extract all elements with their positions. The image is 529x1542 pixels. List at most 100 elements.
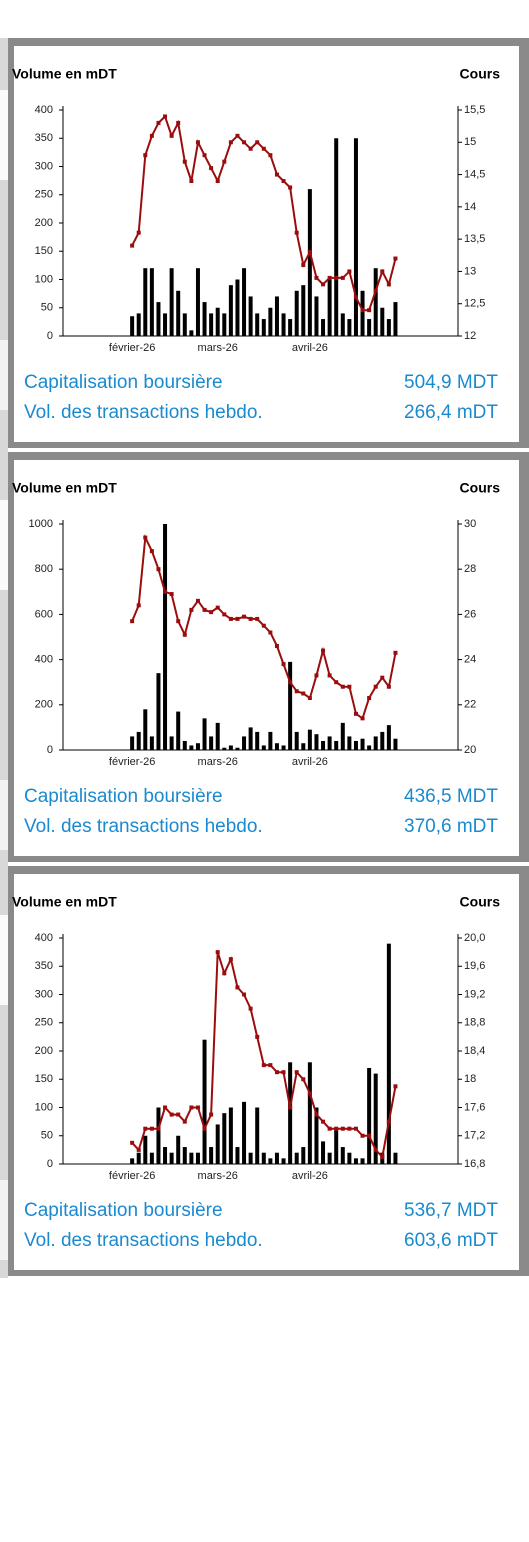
volume-bar [386,319,391,336]
volume-bar [169,1152,174,1164]
info-value: 266,4 mDT [404,402,498,423]
price-marker [281,1070,286,1075]
y2-tick-label: 20,0 [464,932,485,944]
volume-bar [294,1152,299,1164]
y2-axis-title: Cours [460,66,501,82]
volume-bar [334,138,339,336]
volume-bar [156,1107,161,1164]
volume-bar [274,296,279,336]
volume-bar [367,745,372,750]
price-marker [334,680,339,685]
price-marker [294,689,299,694]
price-marker [136,230,141,235]
y2-tick-label: 24 [464,654,476,666]
price-marker [163,1105,168,1110]
y-tick-label: 0 [47,744,53,756]
price-marker [321,1119,326,1124]
price-marker [367,1133,372,1138]
price-marker [301,1077,306,1082]
price-marker [353,1126,358,1131]
price-marker [347,269,352,274]
x-tick-label: février-26 [109,342,155,354]
panel: Volume en mDT Cours 0 50 100 150 200 250 300 350 4… [8,38,529,448]
strip [0,1180,8,1260]
y2-tick-label: 17,6 [464,1101,485,1113]
price-marker [274,1070,279,1075]
y2-tick-label: 16,8 [464,1158,485,1170]
y2-tick-label: 18,8 [464,1017,485,1029]
y-tick-label: 600 [35,608,53,620]
price-marker [189,179,194,184]
price-marker [209,1112,214,1117]
info-label: Capitalisation boursière [24,1200,223,1221]
y-axis-title: Volume en mDT [12,480,117,496]
y2-tick-label: 14 [464,201,476,213]
volume-bar [195,1152,200,1164]
volume-bar [189,1152,194,1164]
price-marker [307,1091,312,1096]
left-strip [0,38,8,1278]
volume-bar [261,1152,266,1164]
volume-bar [307,729,312,750]
volume-bar [307,189,312,336]
price-marker [327,1126,332,1131]
price-marker [294,1070,299,1075]
volume-bar [143,268,148,336]
panel-body [14,460,519,856]
volume-bar [393,738,398,750]
volume-bar [248,296,253,336]
volume-bar [373,736,378,750]
volume-bar [327,736,332,750]
volume-bar [163,1147,168,1164]
price-marker [255,1034,260,1039]
volume-bar [202,718,207,750]
price-marker [380,1154,385,1159]
volume-bar [347,736,352,750]
strip [0,915,8,1005]
strip [0,500,8,590]
y-tick-label: 300 [35,988,53,1000]
volume-bar [268,731,273,750]
price-marker [228,140,233,145]
volume-bar [301,1147,306,1164]
info-label: Capitalisation boursière [24,786,223,807]
volume-bar [393,1152,398,1164]
price-marker [360,716,365,721]
volume-bar [373,268,378,336]
price-marker [202,607,207,612]
price-marker [202,1126,207,1131]
price-marker [222,971,227,976]
price-marker [268,630,273,635]
price-marker [268,153,273,158]
volume-bar [353,1158,358,1164]
price-marker [380,269,385,274]
price-marker [222,159,227,164]
volume-bar [274,743,279,750]
volume-bar [360,738,365,750]
y2-tick-label: 30 [464,518,476,530]
y-tick-label: 50 [41,1130,53,1142]
price-marker [367,308,372,313]
info-label: Vol. des transactions hebdo. [24,816,263,837]
y2-tick-label: 18 [464,1073,476,1085]
y2-tick-label: 19,6 [464,960,485,972]
price-marker [242,140,247,145]
y-tick-label: 800 [35,563,53,575]
x-tick-label: mars-26 [198,1170,238,1182]
price-marker [334,1126,339,1131]
price-marker [156,567,161,572]
volume-bar [189,745,194,750]
volume-bar [182,1147,187,1164]
price-marker [314,275,319,280]
price-marker [242,992,247,997]
volume-bar [209,313,214,336]
price-marker [215,950,220,955]
volume-bar [294,731,299,750]
price-marker [189,607,194,612]
price-marker [149,1126,154,1131]
volume-bar [321,319,326,336]
y2-tick-label: 12 [464,330,476,342]
y-tick-label: 200 [35,217,53,229]
price-marker [149,549,154,554]
price-marker [248,1006,253,1011]
